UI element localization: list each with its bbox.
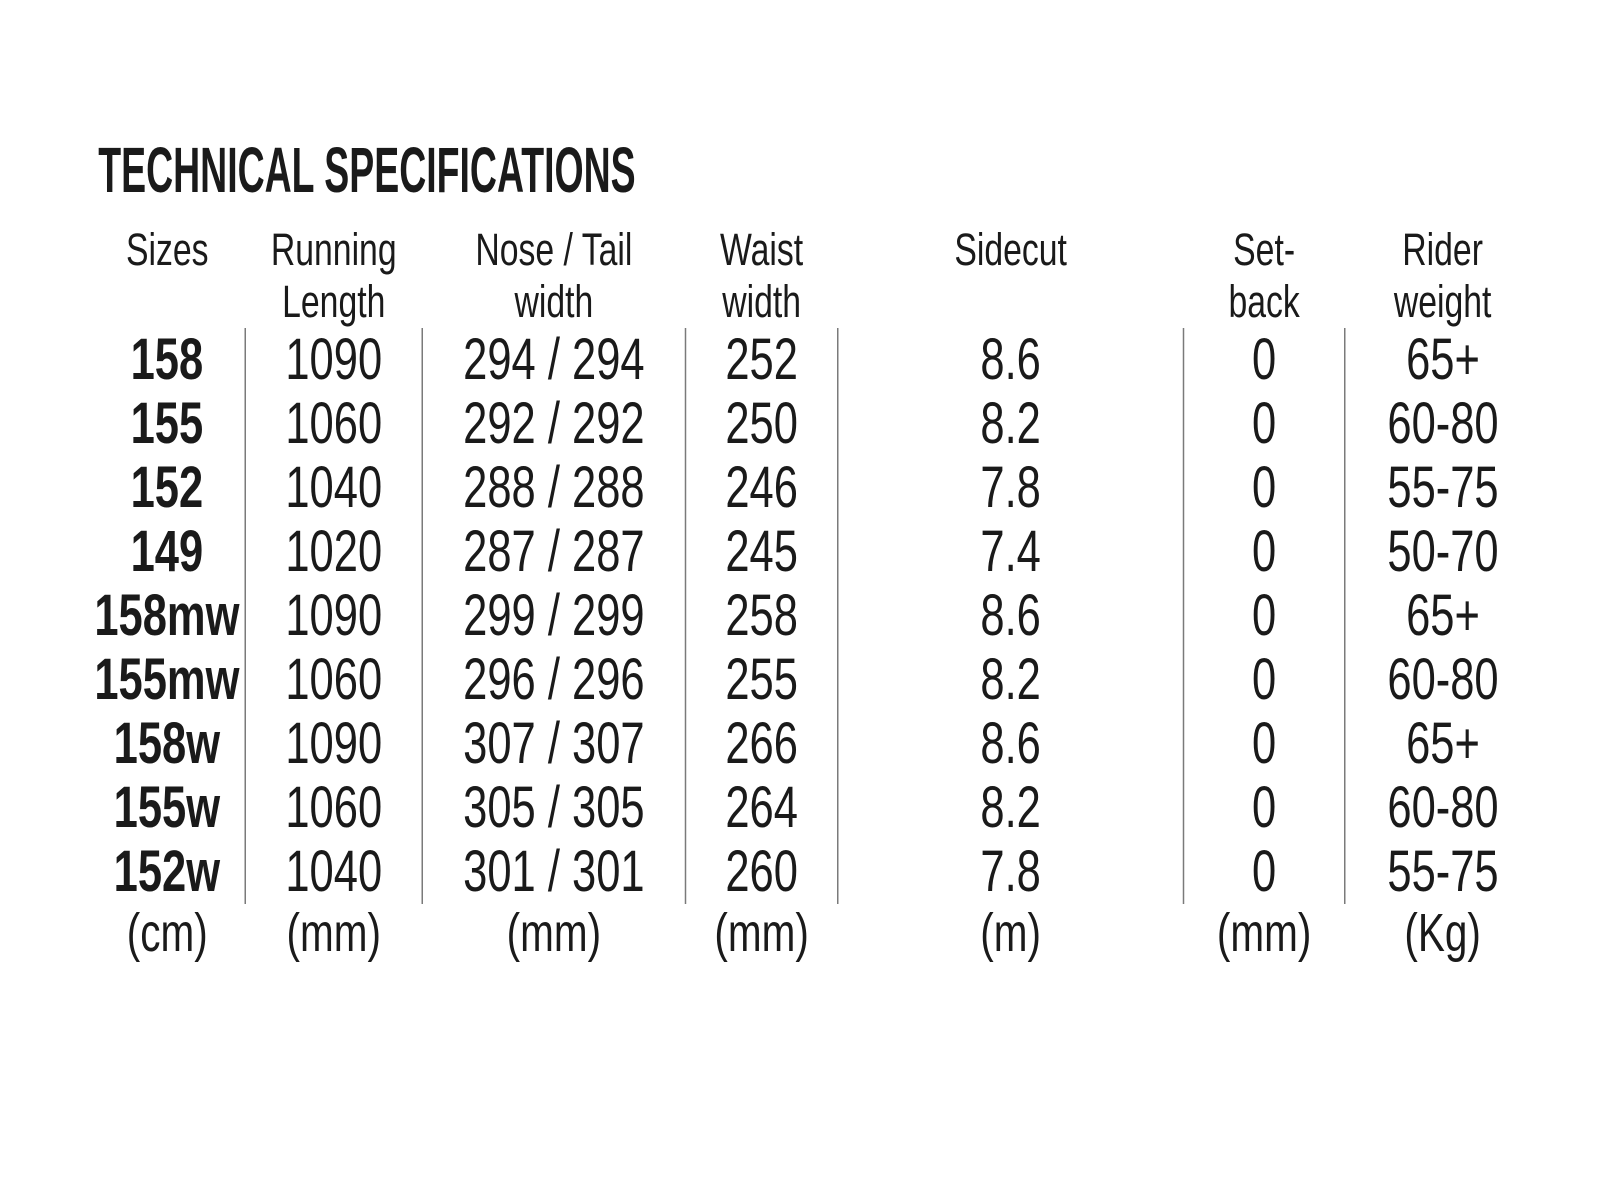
cell-waist-width: 245 (684, 520, 838, 584)
cell-setback: 0 (1182, 392, 1345, 456)
col-header-rider-weight: Rider weight (1393, 224, 1492, 327)
cell-size: 152w (113, 839, 221, 904)
cell-rider-weight: 50-70 (1344, 520, 1541, 584)
cell-size: 155mw (94, 647, 240, 712)
col-header-nose-tail-width: Nose / Tail width (475, 224, 633, 327)
cell-size: 158w (113, 711, 221, 776)
cell-running-length: 1060 (244, 392, 423, 456)
col-header-setback: Set- back (1228, 224, 1300, 327)
cell-sidecut: 8.6 (837, 328, 1184, 392)
table-row: 149 1020 287 / 287 245 7.4 0 50-70 (89, 519, 1541, 584)
cell-rider-weight: 65+ (1344, 584, 1541, 648)
cell-waist-width: 260 (684, 840, 838, 904)
table-row: 158 1090 294 / 294 252 8.6 0 65+ (89, 327, 1541, 392)
cell-waist-width: 250 (684, 392, 838, 456)
table-row: 158w 1090 307 / 307 266 8.6 0 65+ (89, 711, 1541, 776)
cell-setback: 0 (1182, 584, 1345, 648)
cell-waist-width: 264 (684, 776, 838, 840)
cell-size: 158mw (94, 583, 240, 648)
cell-nose-tail-width: 299 / 299 (421, 584, 686, 648)
cell-waist-width: 252 (684, 328, 838, 392)
cell-sidecut: 8.2 (837, 648, 1184, 712)
unit-label-waist-width: (mm) (714, 903, 809, 963)
cell-nose-tail-width: 296 / 296 (421, 648, 686, 712)
cell-setback: 0 (1182, 520, 1345, 584)
cell-running-length: 1060 (244, 648, 423, 712)
units-row-group: (cm) (mm) (mm) (mm) (m) (mm) (Kg) (89, 904, 1540, 962)
cell-rider-weight: 60-80 (1344, 776, 1541, 840)
cell-nose-tail-width: 292 / 292 (421, 392, 686, 456)
col-header-sidecut: Sidecut (954, 224, 1067, 275)
cell-sidecut: 7.8 (837, 840, 1184, 904)
unit-label-sizes: (cm) (126, 903, 208, 963)
cell-sidecut: 8.6 (837, 584, 1184, 648)
cell-nose-tail-width: 301 / 301 (421, 840, 686, 904)
cell-sidecut: 7.8 (837, 456, 1184, 520)
cell-rider-weight: 65+ (1344, 712, 1541, 776)
unit-label-setback: (mm) (1216, 903, 1312, 963)
col-header-sizes: Sizes (125, 224, 209, 275)
unit-label-rider-weight: (Kg) (1404, 903, 1481, 963)
cell-running-length: 1020 (244, 520, 423, 584)
cell-size: 158 (130, 327, 204, 392)
cell-rider-weight: 65+ (1344, 328, 1541, 392)
cell-size: 149 (130, 519, 204, 584)
cell-nose-tail-width: 288 / 288 (421, 456, 686, 520)
col-header-waist-width: Waist width (720, 224, 804, 327)
cell-nose-tail-width: 294 / 294 (421, 328, 686, 392)
cell-setback: 0 (1182, 456, 1345, 520)
cell-running-length: 1060 (244, 776, 423, 840)
cell-waist-width: 246 (684, 456, 838, 520)
cell-waist-width: 258 (684, 584, 838, 648)
table-row: 155w 1060 305 / 305 264 8.2 0 60-80 (89, 775, 1541, 840)
spec-table: Sizes Running Length Nose / Tail width W… (89, 224, 1541, 962)
unit-label-running-length: (mm) (286, 903, 381, 963)
cell-running-length: 1040 (244, 456, 423, 520)
cell-setback: 0 (1182, 840, 1345, 904)
unit-label-sidecut: (m) (980, 903, 1041, 963)
cell-rider-weight: 55-75 (1344, 456, 1541, 520)
col-header-running-length: Running Length (270, 224, 397, 327)
cell-size: 155 (130, 391, 204, 456)
cell-setback: 0 (1182, 712, 1345, 776)
cell-waist-width: 266 (684, 712, 838, 776)
cell-sidecut: 7.4 (837, 520, 1184, 584)
cell-size: 155w (113, 775, 221, 840)
table-row: 152 1040 288 / 288 246 7.8 0 55-75 (89, 455, 1541, 520)
page-title: TECHNICAL SPECIFICATIONS (98, 134, 636, 206)
table-body: 158 1090 294 / 294 252 8.6 0 65+ 155 106… (89, 327, 1541, 904)
cell-waist-width: 255 (684, 648, 838, 712)
table-row: 152w 1040 301 / 301 260 7.8 0 55-75 (89, 839, 1541, 904)
table-row: 155 1060 292 / 292 250 8.2 0 60-80 (89, 391, 1541, 456)
cell-setback: 0 (1182, 648, 1345, 712)
table-header: Sizes Running Length Nose / Tail width W… (89, 224, 1540, 328)
cell-sidecut: 8.2 (837, 392, 1184, 456)
cell-sidecut: 8.2 (837, 776, 1184, 840)
cell-running-length: 1090 (244, 584, 423, 648)
header-row: Sizes Running Length Nose / Tail width W… (89, 224, 1540, 328)
cell-rider-weight: 55-75 (1344, 840, 1541, 904)
cell-setback: 0 (1182, 328, 1345, 392)
cell-running-length: 1090 (244, 712, 423, 776)
cell-rider-weight: 60-80 (1344, 392, 1541, 456)
cell-running-length: 1090 (244, 328, 423, 392)
cell-nose-tail-width: 307 / 307 (421, 712, 686, 776)
table-row: 158mw 1090 299 / 299 258 8.6 0 65+ (89, 583, 1541, 648)
cell-sidecut: 8.6 (837, 712, 1184, 776)
cell-nose-tail-width: 305 / 305 (421, 776, 686, 840)
units-row: (cm) (mm) (mm) (mm) (m) (mm) (Kg) (89, 904, 1540, 962)
table-row: 155mw 1060 296 / 296 255 8.2 0 60-80 (89, 647, 1541, 712)
cell-running-length: 1040 (244, 840, 423, 904)
cell-rider-weight: 60-80 (1344, 648, 1541, 712)
cell-size: 152 (130, 455, 204, 520)
cell-nose-tail-width: 287 / 287 (421, 520, 686, 584)
cell-setback: 0 (1182, 776, 1345, 840)
unit-label-nose-tail-width: (mm) (506, 903, 602, 963)
